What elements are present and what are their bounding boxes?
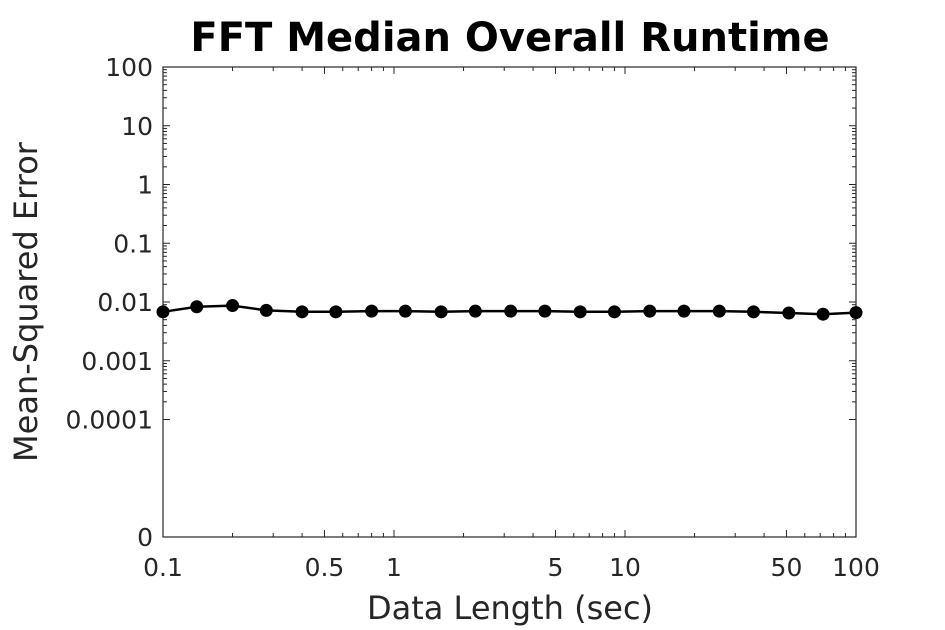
x-tick-label: 5 <box>548 553 564 582</box>
x-axis-label: Data Length (sec) <box>367 589 653 627</box>
y-tick-label: 0.0001 <box>66 406 153 435</box>
plot-area <box>162 66 857 538</box>
data-point <box>573 305 587 319</box>
data-point <box>295 305 309 319</box>
data-point <box>747 305 761 319</box>
data-point <box>849 306 863 320</box>
y-axis-label: Mean-Squared Error <box>7 141 45 462</box>
y-tick-label: 0 <box>137 523 153 552</box>
data-point <box>329 305 343 319</box>
y-tick-label: 0.01 <box>97 288 153 317</box>
x-tick-label: 100 <box>832 553 880 582</box>
y-tick-label: 100 <box>105 53 153 82</box>
data-point <box>398 304 412 318</box>
data-point <box>259 303 273 317</box>
data-point <box>226 299 240 313</box>
x-tick-label: 0.5 <box>305 553 345 582</box>
data-point <box>816 307 830 321</box>
y-tick-label: 0.001 <box>81 347 153 376</box>
x-tick-label: 0.1 <box>143 553 183 582</box>
chart-title: FFT Median Overall Runtime <box>190 15 829 61</box>
data-point <box>677 304 691 318</box>
x-tick-label: 10 <box>609 553 641 582</box>
x-tick-label: 50 <box>771 553 803 582</box>
data-point <box>782 306 796 320</box>
data-point <box>607 305 621 319</box>
data-point <box>190 300 204 314</box>
data-point <box>538 304 552 318</box>
data-point <box>712 304 726 318</box>
y-tick-label: 10 <box>121 112 153 141</box>
y-tick-label: 1 <box>137 171 153 200</box>
series-layer <box>156 299 863 321</box>
data-point <box>643 304 657 318</box>
data-point <box>156 305 170 319</box>
data-point <box>365 304 379 318</box>
data-point <box>468 304 482 318</box>
x-tick-label: 1 <box>386 553 402 582</box>
data-point <box>434 305 448 319</box>
data-point <box>504 304 518 318</box>
y-tick-label: 0.1 <box>113 229 153 258</box>
x-axis: 0.1 0.5 1 5 10 50 100 <box>143 67 880 582</box>
